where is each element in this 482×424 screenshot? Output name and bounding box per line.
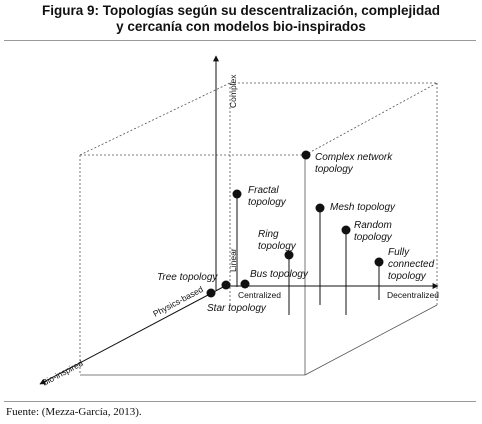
- node-drop-lines: [236, 196, 380, 315]
- bottom-rule: [4, 401, 476, 402]
- ring-label-2: topology: [258, 241, 297, 252]
- complex-network-node: [301, 150, 311, 160]
- centralized-axis-label: Centralized: [238, 290, 281, 300]
- tree-node: [221, 280, 231, 290]
- fractal-label-1: Fractal: [248, 185, 279, 196]
- fractal-label-2: topology: [248, 197, 287, 208]
- top-rule: [4, 40, 476, 41]
- fully-connected-label-2: connected: [388, 259, 435, 270]
- mesh-label: Mesh topology: [330, 202, 396, 213]
- source-citation: Fuente: (Mezza-García, 2013).: [6, 406, 142, 418]
- topology-nodes: [206, 150, 384, 298]
- bus-label: Bus topology: [250, 269, 309, 280]
- title-line-1: Figura 9: Topologías según su descentral…: [41, 3, 441, 18]
- fully-connected-node: [374, 257, 384, 267]
- star-node: [206, 288, 216, 298]
- ring-label-1: Ring: [258, 229, 279, 240]
- bio-inspired-axis: [39, 285, 226, 385]
- fully-connected-label-3: topology: [388, 271, 427, 282]
- tree-label: Tree topology: [157, 272, 218, 283]
- random-node: [341, 225, 351, 235]
- complex-network-label-1: Complex network: [315, 152, 393, 163]
- bio-inspired-axis-label: Bio-inspired: [40, 358, 85, 388]
- fractal-node: [232, 189, 242, 199]
- cube-right-bottom-edge: [304, 304, 438, 376]
- figure-title: Figura 9: Topologías según su descentral…: [0, 3, 482, 35]
- bus-node: [240, 279, 250, 289]
- star-label: Star topology: [207, 303, 267, 314]
- random-label-1: Random: [354, 220, 392, 231]
- random-label-2: topology: [354, 232, 393, 243]
- title-line-2: y cercanía con modelos bio-inspirados: [116, 19, 366, 34]
- mesh-node: [315, 203, 325, 213]
- complex-axis-label: Complex: [228, 74, 238, 108]
- ring-node: [284, 250, 294, 260]
- cube-right-top-edge: [304, 82, 438, 156]
- complex-network-label-2: topology: [315, 164, 354, 175]
- linear-axis-label: Linear: [228, 248, 238, 272]
- decentralized-axis-label: Decentralized: [387, 290, 439, 300]
- cube-wireframe: [79, 82, 438, 376]
- cube-back-top-left-edge: [79, 82, 231, 156]
- fully-connected-label-1: Fully: [388, 247, 410, 258]
